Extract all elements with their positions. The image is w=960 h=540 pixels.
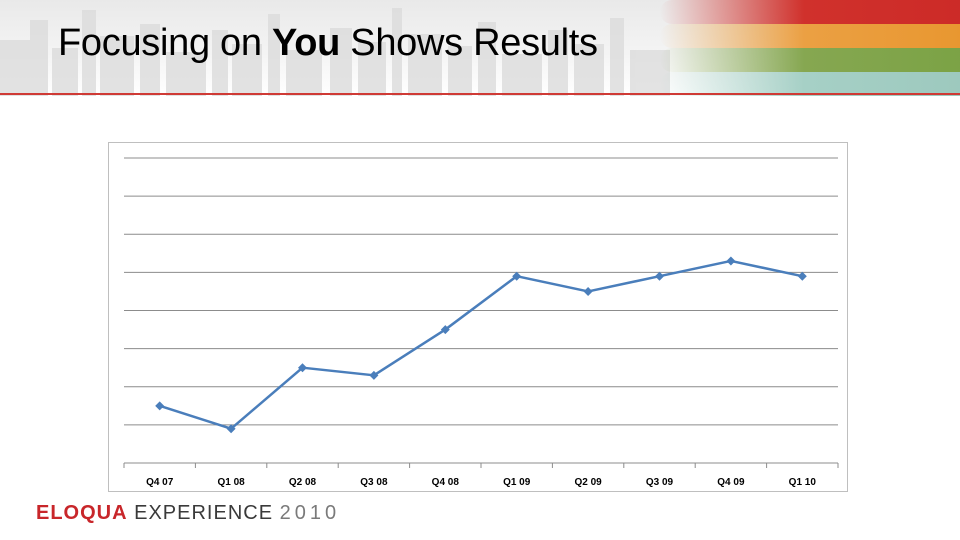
title-bold: You [271, 22, 341, 64]
data-point [298, 363, 307, 373]
stripe-green [660, 48, 960, 72]
slide-title: Focusing on You Shows Results [58, 22, 598, 65]
x-tick-label: Q1 09 [503, 477, 531, 488]
data-point [583, 286, 593, 296]
x-tick-label: Q2 08 [289, 477, 317, 488]
color-stripes [640, 0, 960, 96]
stripe-teal [660, 72, 960, 96]
slide-header: Focusing on You Shows Results [0, 0, 960, 96]
data-point [369, 370, 379, 380]
header-divider [0, 93, 960, 95]
stripe-red [660, 0, 960, 24]
title-post: Shows Results [340, 22, 598, 64]
x-axis [123, 462, 839, 468]
data-point [226, 424, 236, 434]
x-tick-label: Q2 09 [574, 477, 602, 488]
x-tick-label: Q4 09 [717, 477, 745, 488]
x-tick-labels: Q4 07 Q1 08 Q2 08 Q3 08 Q4 08 Q1 09 Q2 09 Q3 09… [146, 477, 816, 488]
series-markers [155, 256, 807, 434]
series-line-path [159, 259, 803, 430]
series-line [159, 259, 803, 430]
line-chart: Q4 07 Q1 08 Q2 08 Q3 08 Q4 08 Q1 09 Q2 09 Q3 09… [108, 142, 848, 492]
x-tick-label: Q3 09 [646, 477, 674, 488]
footer-year: 2010 [279, 502, 341, 524]
data-point [155, 401, 165, 411]
x-tick-label: Q4 08 [432, 477, 460, 488]
x-tick-label: Q3 08 [360, 477, 388, 488]
data-point [440, 325, 450, 335]
data-point [726, 256, 736, 266]
chart-canvas: Q4 07 Q1 08 Q2 08 Q3 08 Q4 08 Q1 09 Q2 09 Q3 09… [123, 157, 839, 488]
x-tick-label: Q1 08 [217, 477, 245, 488]
city-skyline-icon [0, 8, 670, 96]
footer-event: EXPERIENCE [134, 502, 274, 524]
title-pre: Focusing on [58, 22, 272, 64]
x-tick-label: Q1 10 [789, 477, 817, 488]
data-point [512, 271, 522, 281]
footer-logo: ELOQUA EXPERIENCE 2010 [36, 502, 340, 525]
x-tick-label: Q4 07 [146, 477, 174, 488]
data-point [797, 271, 807, 281]
footer-brand: ELOQUA [36, 502, 128, 524]
stripe-orange [660, 24, 960, 48]
data-point [655, 271, 664, 281]
gridlines [124, 157, 838, 426]
